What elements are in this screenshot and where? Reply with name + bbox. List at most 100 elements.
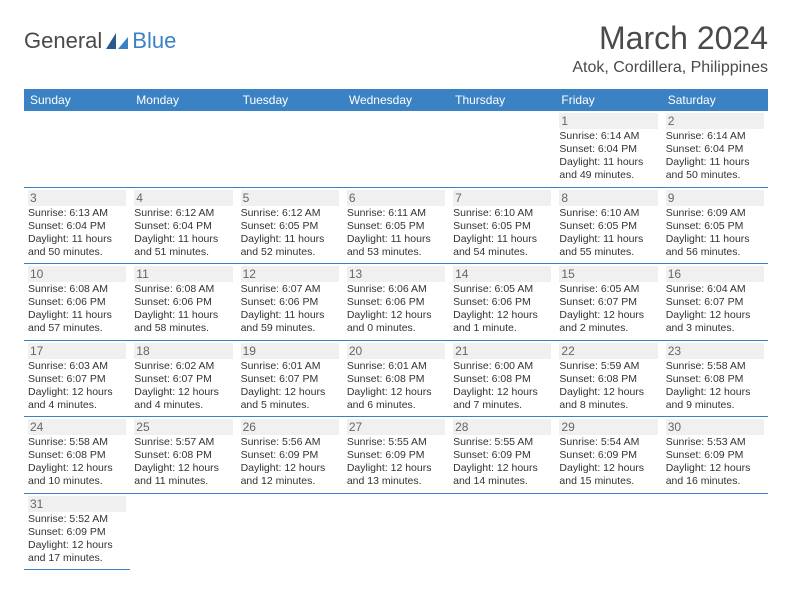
cell-daylight1: Daylight: 12 hours <box>28 539 126 552</box>
cell-daylight1: Daylight: 12 hours <box>453 309 551 322</box>
cell-sunrise: Sunrise: 6:12 AM <box>241 207 339 220</box>
cell-daylight2: and 13 minutes. <box>347 475 445 488</box>
day-number: 31 <box>28 496 126 512</box>
cell-sunrise: Sunrise: 6:14 AM <box>559 130 657 143</box>
weekday-header: Tuesday <box>237 89 343 111</box>
cell-daylight2: and 59 minutes. <box>241 322 339 335</box>
cell-daylight1: Daylight: 12 hours <box>347 462 445 475</box>
calendar-cell: 13Sunrise: 6:06 AMSunset: 6:06 PMDayligh… <box>343 264 449 341</box>
calendar-cell <box>555 493 661 570</box>
cell-daylight2: and 4 minutes. <box>134 399 232 412</box>
day-number: 14 <box>453 266 551 282</box>
calendar-cell: 8Sunrise: 6:10 AMSunset: 6:05 PMDaylight… <box>555 187 661 264</box>
calendar-cell: 16Sunrise: 6:04 AMSunset: 6:07 PMDayligh… <box>662 264 768 341</box>
calendar-cell: 23Sunrise: 5:58 AMSunset: 6:08 PMDayligh… <box>662 340 768 417</box>
cell-daylight2: and 0 minutes. <box>347 322 445 335</box>
day-number: 21 <box>453 343 551 359</box>
cell-sunrise: Sunrise: 6:14 AM <box>666 130 764 143</box>
cell-daylight1: Daylight: 12 hours <box>347 386 445 399</box>
weekday-header: Thursday <box>449 89 555 111</box>
cell-daylight2: and 2 minutes. <box>559 322 657 335</box>
calendar-cell <box>343 111 449 187</box>
weekday-header: Monday <box>130 89 236 111</box>
cell-sunset: Sunset: 6:09 PM <box>453 449 551 462</box>
cell-daylight1: Daylight: 12 hours <box>559 462 657 475</box>
day-number: 12 <box>241 266 339 282</box>
cell-sunset: Sunset: 6:04 PM <box>559 143 657 156</box>
calendar-cell <box>24 111 130 187</box>
calendar-cell: 29Sunrise: 5:54 AMSunset: 6:09 PMDayligh… <box>555 417 661 494</box>
cell-sunset: Sunset: 6:04 PM <box>28 220 126 233</box>
calendar-cell: 22Sunrise: 5:59 AMSunset: 6:08 PMDayligh… <box>555 340 661 417</box>
calendar-cell: 5Sunrise: 6:12 AMSunset: 6:05 PMDaylight… <box>237 187 343 264</box>
calendar-cell <box>130 111 236 187</box>
day-number: 28 <box>453 419 551 435</box>
cell-daylight2: and 53 minutes. <box>347 246 445 259</box>
cell-daylight1: Daylight: 12 hours <box>559 386 657 399</box>
calendar-cell: 6Sunrise: 6:11 AMSunset: 6:05 PMDaylight… <box>343 187 449 264</box>
calendar-week-row: 17Sunrise: 6:03 AMSunset: 6:07 PMDayligh… <box>24 340 768 417</box>
calendar-cell: 19Sunrise: 6:01 AMSunset: 6:07 PMDayligh… <box>237 340 343 417</box>
cell-daylight1: Daylight: 11 hours <box>666 233 764 246</box>
calendar-cell <box>662 493 768 570</box>
cell-daylight1: Daylight: 11 hours <box>453 233 551 246</box>
cell-daylight1: Daylight: 12 hours <box>134 462 232 475</box>
cell-sunset: Sunset: 6:05 PM <box>241 220 339 233</box>
cell-sunrise: Sunrise: 5:58 AM <box>28 436 126 449</box>
cell-sunset: Sunset: 6:09 PM <box>666 449 764 462</box>
cell-sunset: Sunset: 6:04 PM <box>134 220 232 233</box>
cell-sunset: Sunset: 6:05 PM <box>347 220 445 233</box>
cell-sunset: Sunset: 6:09 PM <box>241 449 339 462</box>
cell-daylight2: and 4 minutes. <box>28 399 126 412</box>
day-number: 1 <box>559 113 657 129</box>
day-number: 19 <box>241 343 339 359</box>
day-number: 30 <box>666 419 764 435</box>
calendar-table: Sunday Monday Tuesday Wednesday Thursday… <box>24 89 768 570</box>
cell-sunrise: Sunrise: 5:59 AM <box>559 360 657 373</box>
cell-sunrise: Sunrise: 6:09 AM <box>666 207 764 220</box>
month-title: March 2024 <box>572 20 768 57</box>
cell-sunset: Sunset: 6:07 PM <box>666 296 764 309</box>
cell-sunrise: Sunrise: 5:53 AM <box>666 436 764 449</box>
cell-sunset: Sunset: 6:08 PM <box>347 373 445 386</box>
day-number: 23 <box>666 343 764 359</box>
cell-daylight1: Daylight: 12 hours <box>559 309 657 322</box>
cell-daylight1: Daylight: 12 hours <box>666 462 764 475</box>
calendar-cell: 24Sunrise: 5:58 AMSunset: 6:08 PMDayligh… <box>24 417 130 494</box>
cell-daylight1: Daylight: 11 hours <box>134 309 232 322</box>
cell-daylight2: and 12 minutes. <box>241 475 339 488</box>
cell-daylight2: and 9 minutes. <box>666 399 764 412</box>
cell-sunset: Sunset: 6:08 PM <box>559 373 657 386</box>
day-number: 11 <box>134 266 232 282</box>
day-number: 6 <box>347 190 445 206</box>
logo-sail-icon <box>106 33 128 49</box>
cell-daylight2: and 5 minutes. <box>241 399 339 412</box>
cell-daylight1: Daylight: 12 hours <box>28 386 126 399</box>
cell-sunset: Sunset: 6:06 PM <box>241 296 339 309</box>
cell-sunrise: Sunrise: 6:06 AM <box>347 283 445 296</box>
calendar-cell <box>237 493 343 570</box>
calendar-cell: 4Sunrise: 6:12 AMSunset: 6:04 PMDaylight… <box>130 187 236 264</box>
location: Atok, Cordillera, Philippines <box>572 59 768 77</box>
cell-sunset: Sunset: 6:06 PM <box>28 296 126 309</box>
cell-sunset: Sunset: 6:08 PM <box>666 373 764 386</box>
calendar-cell: 21Sunrise: 6:00 AMSunset: 6:08 PMDayligh… <box>449 340 555 417</box>
day-number: 5 <box>241 190 339 206</box>
day-number: 18 <box>134 343 232 359</box>
cell-daylight1: Daylight: 12 hours <box>134 386 232 399</box>
calendar-cell: 14Sunrise: 6:05 AMSunset: 6:06 PMDayligh… <box>449 264 555 341</box>
calendar-cell <box>449 493 555 570</box>
calendar-cell: 10Sunrise: 6:08 AMSunset: 6:06 PMDayligh… <box>24 264 130 341</box>
day-number: 17 <box>28 343 126 359</box>
cell-daylight2: and 58 minutes. <box>134 322 232 335</box>
cell-sunrise: Sunrise: 6:10 AM <box>453 207 551 220</box>
cell-daylight2: and 50 minutes. <box>28 246 126 259</box>
cell-daylight2: and 7 minutes. <box>453 399 551 412</box>
calendar-week-row: 24Sunrise: 5:58 AMSunset: 6:08 PMDayligh… <box>24 417 768 494</box>
day-number: 10 <box>28 266 126 282</box>
calendar-cell: 17Sunrise: 6:03 AMSunset: 6:07 PMDayligh… <box>24 340 130 417</box>
cell-daylight2: and 52 minutes. <box>241 246 339 259</box>
day-number: 7 <box>453 190 551 206</box>
cell-daylight1: Daylight: 11 hours <box>241 233 339 246</box>
cell-sunrise: Sunrise: 5:58 AM <box>666 360 764 373</box>
